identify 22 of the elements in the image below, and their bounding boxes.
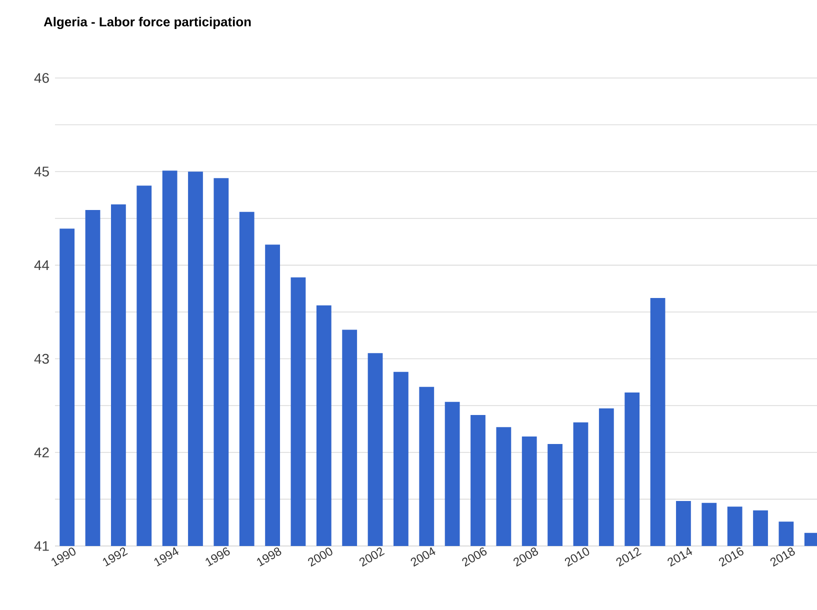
y-tick-label: 46 <box>34 73 49 83</box>
y-tick-label: 43 <box>34 354 49 364</box>
y-tick-label: 44 <box>34 260 50 270</box>
x-tick-label: 1990 <box>52 548 76 566</box>
x-tick-label: 2012 <box>616 548 642 567</box>
x-tick-label: 2018 <box>770 548 795 567</box>
x-tick-label: 2006 <box>462 548 487 567</box>
x-tick-label: 2016 <box>718 548 744 567</box>
y-tick-label: 45 <box>34 166 49 176</box>
x-tick-label: 2002 <box>359 548 385 567</box>
x-tick-label: 1998 <box>257 548 282 566</box>
x-tick-label: 2008 <box>514 548 538 567</box>
y-tick-label: 42 <box>34 448 49 458</box>
chart-title: Algeria - Labor force participation <box>44 16 251 30</box>
y-tick-label: 41 <box>34 541 49 551</box>
x-tick-label: 1992 <box>102 548 128 566</box>
x-tick-label: 2014 <box>668 547 692 567</box>
x-tick-label: 2000 <box>308 548 332 567</box>
x-tick-label: 2010 <box>564 548 590 567</box>
x-tick-label: 1996 <box>206 548 230 566</box>
x-tick-label: 2004 <box>410 547 436 567</box>
x-tick-label: 1994 <box>154 547 179 566</box>
